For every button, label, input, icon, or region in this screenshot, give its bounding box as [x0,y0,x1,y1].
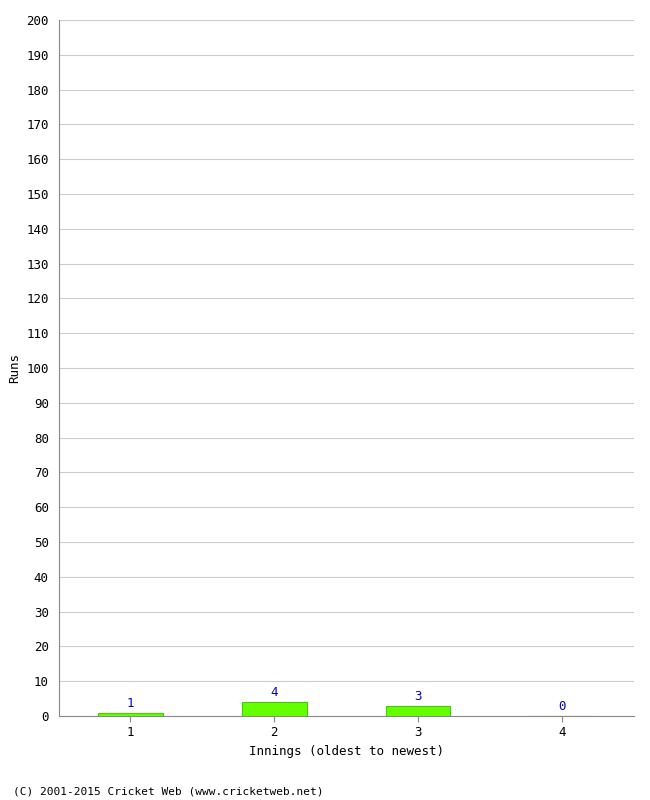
X-axis label: Innings (oldest to newest): Innings (oldest to newest) [248,745,443,758]
Bar [242,702,307,716]
Bar [385,706,450,716]
Text: 1: 1 [127,697,134,710]
Text: 0: 0 [558,700,566,714]
Text: 3: 3 [414,690,422,702]
Bar [98,713,162,716]
Y-axis label: Runs: Runs [8,353,21,383]
Text: (C) 2001-2015 Cricket Web (www.cricketweb.net): (C) 2001-2015 Cricket Web (www.cricketwe… [13,786,324,796]
Text: 4: 4 [270,686,278,699]
